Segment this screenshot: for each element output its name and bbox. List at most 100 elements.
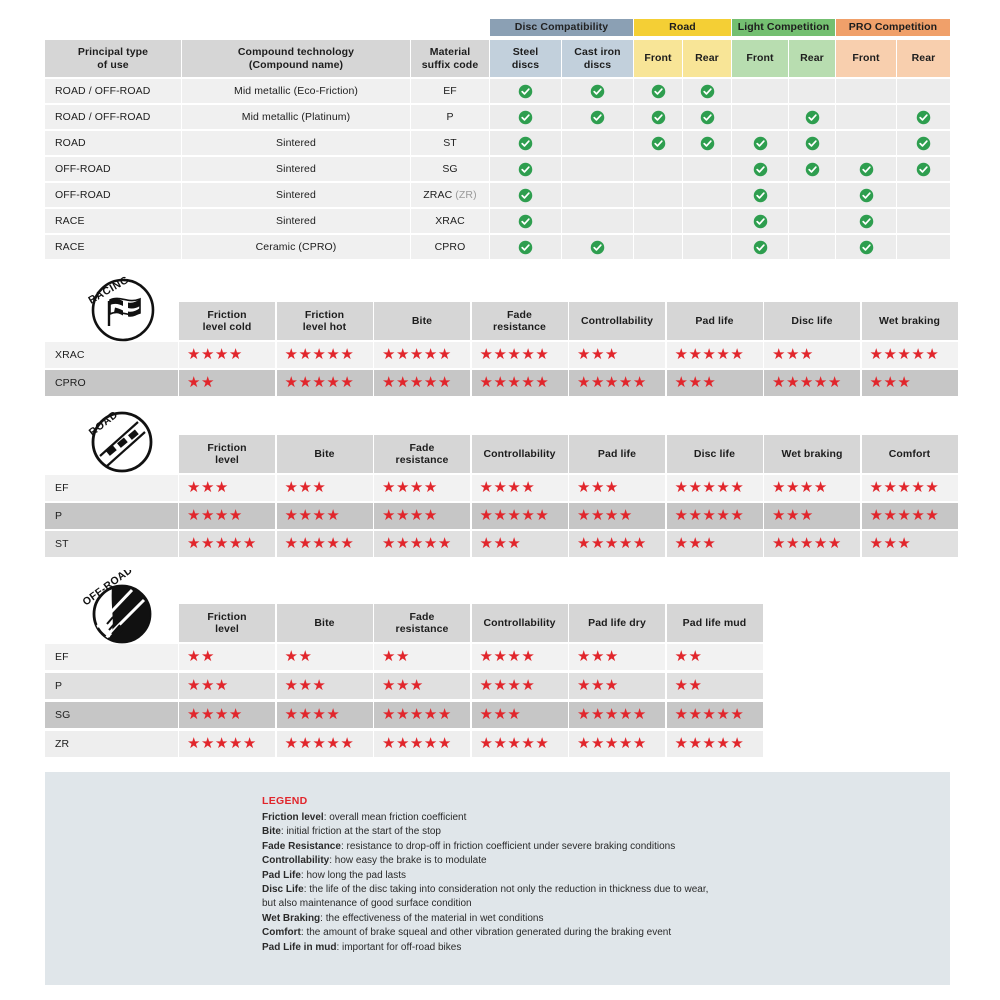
legend-desc: : the amount of brake squeal and other v… [300, 927, 672, 939]
star-icon: ★ [688, 507, 702, 525]
star-icon: ★ [577, 346, 590, 364]
star-icon: ★ [479, 706, 493, 724]
star-icon: ★ [730, 706, 744, 724]
cell-text: Disc life [791, 314, 833, 327]
legend-entry: Disc Life: the life of the disc taking i… [262, 883, 922, 897]
material-suffix-value: ST [411, 131, 489, 155]
racing-column-header: Fade resistance [471, 302, 568, 340]
cell-text: Ceramic (CPRO) [255, 240, 337, 253]
legend-term: Pad Life in mud [262, 941, 337, 953]
star-icon: ★ [493, 735, 507, 753]
check-icon [859, 214, 873, 228]
compatibility-check-cell [789, 157, 835, 181]
racing-rating-cell: ★★★★★ [374, 342, 470, 368]
offroad-row-label: EF [45, 644, 178, 670]
table-row: OFF-ROAD [45, 157, 181, 181]
star-icon: ★ [590, 479, 604, 497]
compatibility-empty-cell [634, 235, 682, 259]
cell-text: Sintered [276, 136, 316, 149]
road-rating-cell: ★★★★★ [179, 531, 275, 557]
star-icon: ★ [507, 535, 521, 553]
star-rating: ★★ [382, 649, 410, 665]
legend-desc: : resistance to drop-off in friction coe… [340, 840, 676, 852]
check-icon [753, 240, 767, 254]
star-icon: ★ [395, 648, 409, 666]
star-icon: ★ [590, 346, 604, 364]
star-icon: ★ [883, 479, 897, 497]
star-icon: ★ [200, 735, 214, 753]
star-icon: ★ [911, 507, 925, 525]
star-icon: ★ [382, 374, 395, 392]
legend-entry: Bite: initial friction at the start of t… [262, 825, 922, 839]
star-icon: ★ [187, 346, 200, 364]
cell-text: Front [746, 52, 774, 65]
star-icon: ★ [799, 374, 813, 392]
band-header-light: Light Competition [732, 19, 835, 36]
star-icon: ★ [521, 507, 535, 525]
compatibility-check-cell [897, 131, 950, 155]
cell-text: CPRO [434, 240, 466, 253]
cell-text: Friction level [207, 610, 247, 636]
material-suffix-value: CPRO [411, 235, 489, 259]
road-badge: ROAD [60, 400, 172, 474]
star-icon: ★ [827, 374, 841, 392]
star-icon: ★ [409, 735, 423, 753]
star-rating: ★★★ [870, 375, 912, 391]
star-icon: ★ [298, 706, 312, 724]
star-rating: ★★★★★ [772, 536, 842, 552]
star-icon: ★ [382, 346, 395, 364]
star-icon: ★ [214, 479, 228, 497]
star-icon: ★ [688, 374, 702, 392]
legend-entries: Friction level: overall mean friction co… [262, 811, 922, 955]
star-icon: ★ [382, 735, 395, 753]
star-icon: ★ [395, 677, 409, 695]
star-rating: ★★★★ [480, 480, 536, 496]
road-rating-cell: ★★★★★ [666, 503, 763, 529]
offroad-badge: OFF-ROAD [60, 564, 172, 646]
star-icon: ★ [395, 479, 409, 497]
star-icon: ★ [674, 648, 688, 666]
band-header-road: Road [634, 19, 731, 36]
cell-text: Bite [314, 447, 335, 460]
road-column-header: Fade resistance [374, 435, 470, 473]
road-rating-cell: ★★★ [569, 475, 665, 501]
offroad-row-label: P [45, 673, 178, 699]
star-rating: ★★★★★ [577, 536, 647, 552]
legend-entry: but also maintenance of good surface con… [262, 897, 922, 911]
star-icon: ★ [437, 706, 451, 724]
star-icon: ★ [604, 706, 618, 724]
table-row: ROAD / OFF-ROAD [45, 105, 181, 129]
star-icon: ★ [479, 535, 493, 553]
star-rating: ★★★ [480, 536, 522, 552]
compatibility-empty-cell [562, 183, 633, 207]
star-icon: ★ [228, 735, 242, 753]
star-icon: ★ [214, 507, 228, 525]
cell-text: Pad life dry [588, 616, 646, 629]
cell-text: ZRAC (ZR) [423, 188, 477, 201]
road-rating-cell: ★★★★★ [861, 475, 958, 501]
star-icon: ★ [298, 346, 312, 364]
star-icon: ★ [925, 346, 939, 364]
star-icon: ★ [493, 374, 507, 392]
compatibility-check-cell [562, 79, 633, 103]
offroad-rating-cell: ★★★ [569, 644, 665, 670]
star-icon: ★ [200, 374, 214, 392]
compatibility-check-cell [490, 209, 561, 233]
star-icon: ★ [340, 346, 354, 364]
offroad-rating-cell: ★★ [374, 644, 470, 670]
legend-title: LEGEND [262, 795, 308, 807]
star-rating: ★★★★ [187, 347, 243, 363]
star-icon: ★ [577, 735, 590, 753]
star-icon: ★ [674, 677, 688, 695]
cell-text: Wet braking [879, 314, 940, 327]
compound-technology-value: Sintered [182, 209, 410, 233]
band-label: Light Competition [737, 21, 830, 34]
star-icon: ★ [284, 677, 298, 695]
star-icon: ★ [869, 507, 883, 525]
star-icon: ★ [423, 706, 437, 724]
star-icon: ★ [423, 507, 437, 525]
star-icon: ★ [479, 374, 493, 392]
check-icon [805, 110, 819, 124]
road-column-header: Wet braking [764, 435, 860, 473]
offroad-rating-cell: ★★ [666, 644, 763, 670]
